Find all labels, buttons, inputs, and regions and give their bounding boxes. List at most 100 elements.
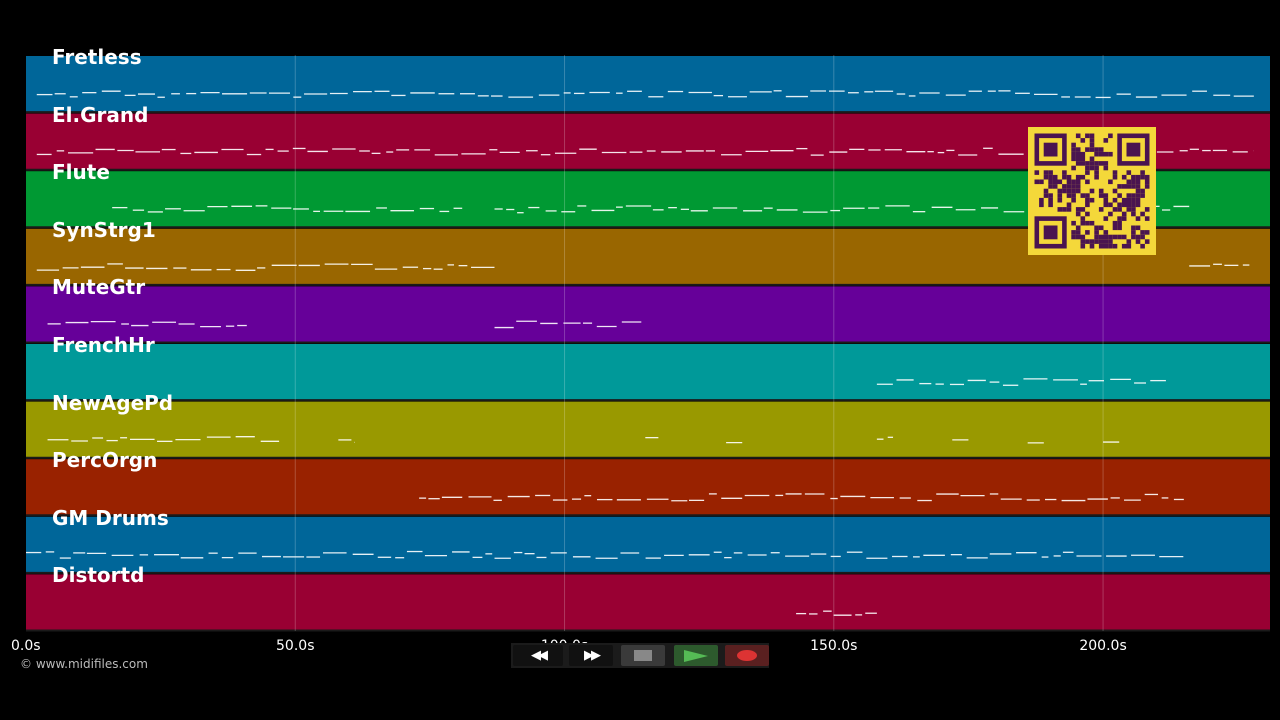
qr-module [1131,202,1136,208]
qr-module [1089,142,1095,148]
track-label: FrenchHr [52,333,155,357]
track-label: Fretless [52,45,142,69]
track-lane [26,286,1270,342]
qr-module [1075,184,1081,189]
qr-module [1126,197,1132,203]
qr-module [1098,207,1104,212]
qr-module [1126,207,1132,212]
qr-module [1085,170,1090,175]
qr-module [1057,207,1063,212]
qr-module [1089,156,1095,162]
qr-module [1144,207,1150,212]
fast-forward-button[interactable]: ▶▶ [569,645,613,666]
track-label: SynStrg1 [52,217,156,242]
qr-module [1066,193,1072,198]
qr-module [1034,170,1040,175]
qr-module [1098,161,1104,166]
qr-module [1066,179,1072,185]
qr-module [1108,179,1113,185]
qr-module [1140,193,1145,198]
qr-module [1112,225,1118,231]
qr-module [1071,142,1076,148]
stop-icon [634,650,652,661]
qr-module [1135,225,1141,231]
qr-module [1080,239,1086,244]
copyright-text: © www.midifiles.com [20,657,148,671]
qr-module [1131,234,1136,240]
qr-module [1089,243,1095,249]
track-label: GM Drums [52,505,169,530]
qr-module [1126,170,1132,175]
qr-module [1112,174,1118,180]
qr-module [1085,161,1090,166]
qr-module [1048,184,1053,189]
qr-module [1085,202,1090,208]
qr-module [1080,216,1086,221]
qr-module [1117,202,1122,208]
qr-code-pattern [1034,133,1150,249]
qr-module [1117,216,1122,221]
qr-module [1131,211,1136,217]
qr-module [1062,174,1067,180]
qr-module [1108,243,1113,249]
qr-module [1094,239,1099,244]
qr-module [1108,133,1113,139]
record-button[interactable] [725,645,769,666]
transport-controls: ◀◀ ▶▶ [511,643,769,668]
qr-module [1043,174,1049,180]
qr-module [1094,174,1099,180]
qr-module [1075,174,1081,180]
qr-module [1117,207,1122,212]
stop-button[interactable] [621,645,665,666]
qr-module [1075,156,1081,162]
qr-module [1075,207,1081,212]
qr-module [1062,188,1067,194]
qr-module [1103,138,1109,143]
qr-module [1140,211,1145,217]
qr-module [1089,220,1095,226]
qr-module [1048,193,1053,198]
fast-forward-icon: ▶▶ [584,648,601,663]
qr-module [1085,197,1090,203]
qr-module [1039,202,1044,208]
qr-module [1135,174,1141,180]
track-lanes [26,55,1270,632]
qr-module [1085,133,1090,139]
rewind-button[interactable]: ◀◀ [513,645,563,666]
qr-module [1112,188,1118,194]
qr-module [1066,207,1072,212]
qr-module [1080,156,1086,162]
track-label: PercOrgn [52,448,158,473]
qr-module [1140,234,1145,240]
play-button[interactable] [674,645,718,666]
qr-module [1085,179,1090,185]
qr-module [1048,179,1053,185]
qr-module [1048,174,1053,180]
qr-module [1085,147,1090,152]
qr-module [1094,161,1099,166]
track-label: Flute [52,160,110,185]
qr-module [1066,188,1072,194]
qr-module [1135,202,1141,208]
qr-module [1071,147,1076,152]
qr-module [1071,197,1076,203]
qr-module [1094,170,1099,175]
axis-tick-label: 0.0s [11,638,41,654]
qr-module [1043,188,1049,194]
qr-module [1089,165,1095,171]
track-lane [26,574,1270,630]
qr-module [1089,197,1095,203]
qr-module [1135,234,1141,240]
play-icon [684,649,708,662]
qr-module [1071,165,1076,171]
qr-module [1071,230,1076,235]
qr-module [1135,179,1141,185]
qr-module [1117,193,1122,198]
qr-module [1066,202,1072,208]
qr-module [1080,174,1086,180]
qr-module [1048,170,1053,175]
qr-module [1080,151,1086,157]
qr-module [1094,151,1099,157]
track-label: El.Grand [52,102,149,127]
